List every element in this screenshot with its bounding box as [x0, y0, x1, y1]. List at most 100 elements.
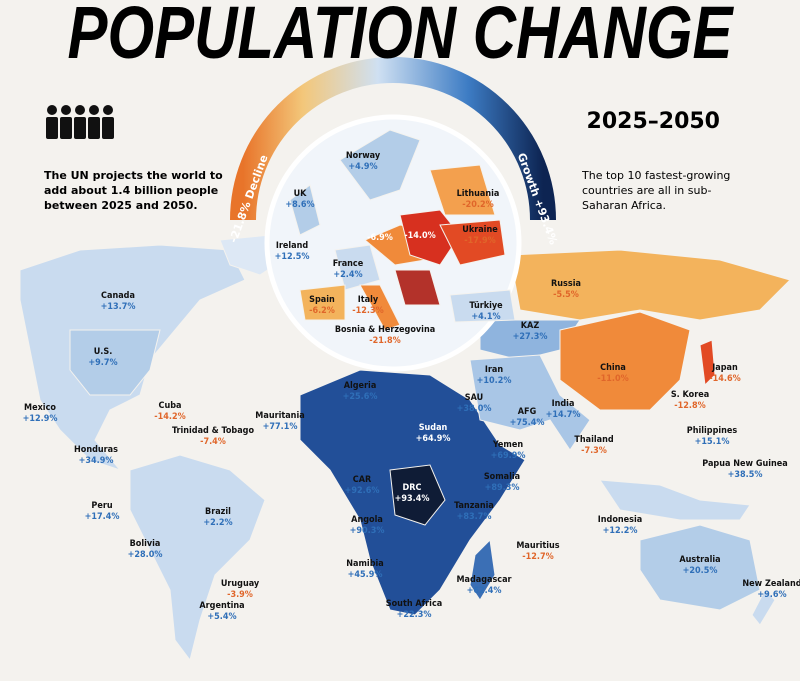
country-name: Peru — [91, 501, 112, 511]
country-name: Thailand — [574, 435, 614, 445]
country-change: +28.0% — [128, 550, 163, 560]
country-change: +2.4% — [333, 270, 362, 280]
country-change: +2.2% — [203, 518, 232, 528]
country-name: India — [552, 399, 575, 409]
country-change: +77.1% — [263, 422, 298, 432]
country-change: +4.1% — [471, 312, 500, 322]
country-change: +90.3% — [350, 526, 385, 536]
country-change: +12.2% — [603, 526, 638, 536]
country-change: +69.9% — [491, 451, 526, 461]
country-change: +62.4% — [467, 586, 502, 596]
country-change: -3.9% — [227, 590, 253, 600]
country-name: UK — [294, 189, 308, 199]
country-labels: Norway+4.9%UK+8.6%Ireland+12.5%France+2.… — [23, 151, 800, 622]
country-change: +83.7% — [457, 512, 492, 522]
country-name: SAU — [465, 393, 483, 403]
country-name: South Africa — [386, 599, 442, 609]
country-name: DRC — [403, 483, 422, 493]
country-name: Papua New Guinea — [702, 459, 787, 469]
country-name: AFG — [518, 407, 537, 417]
country-change: +93.4% — [395, 494, 430, 504]
country-change: +89.3% — [485, 483, 520, 493]
country-name: Iran — [485, 365, 503, 375]
country-name: Trinidad & Tobago — [172, 426, 255, 436]
country-name: Russia — [551, 279, 581, 289]
country-name: U.S. — [94, 347, 113, 357]
country-name: New Zealand — [742, 579, 800, 589]
country-change: +15.1% — [695, 437, 730, 447]
country-name: Algeria — [344, 381, 377, 391]
country-name: France — [333, 259, 364, 269]
country-name: Cuba — [159, 401, 182, 411]
country-change: -7.3% — [581, 446, 607, 456]
country-change: -6.9% — [367, 233, 393, 243]
country-change: +75.4% — [510, 418, 545, 428]
country-change: +34.9% — [79, 456, 114, 466]
country-name: Lithuania — [457, 189, 500, 199]
europe-inset — [230, 57, 556, 372]
country-name: Japan — [711, 363, 738, 373]
country-name: Bosnia & Herzegovina — [335, 325, 435, 335]
country-name: Argentina — [199, 601, 244, 611]
country-name: Canada — [101, 291, 135, 301]
country-change: +38.5% — [728, 470, 763, 480]
country-change: +20.5% — [683, 566, 718, 576]
country-name: CAR — [353, 475, 372, 485]
country-name: Yemen — [492, 440, 523, 450]
country-change: +5.4% — [207, 612, 236, 622]
country-name: Brazil — [205, 507, 231, 517]
country-name: Türkiye — [469, 301, 503, 311]
country-name: Honduras — [74, 445, 118, 455]
scale-ring — [230, 57, 556, 221]
country-name: China — [600, 363, 626, 373]
country-name: Somalia — [484, 472, 520, 482]
country-change: +64.9% — [416, 434, 451, 444]
country-change: +14.7% — [546, 410, 581, 420]
country-change: -21.8% — [369, 336, 400, 346]
country-name: Mauritius — [516, 541, 559, 551]
country-change: +8.6% — [285, 200, 314, 210]
country-change: +10.2% — [477, 376, 512, 386]
left-note: The UN projects the world to add about 1… — [44, 169, 223, 212]
years: 2025–2050 — [587, 109, 720, 134]
country-change: -11.0% — [597, 374, 628, 384]
country-name: Mexico — [24, 403, 56, 413]
land — [19, 234, 791, 662]
country-change: -17.9% — [464, 236, 495, 246]
country-change: +4.9% — [348, 162, 377, 172]
country-name: Sudan — [419, 423, 448, 433]
country-name: Tanzania — [454, 501, 494, 511]
country-change: +22.3% — [397, 610, 432, 620]
country-name: Ireland — [276, 241, 308, 251]
country-change: -5.5% — [553, 290, 579, 300]
country-change: -20.2% — [462, 200, 493, 210]
country-name: Italy — [358, 295, 379, 305]
country-change: +9.6% — [757, 590, 786, 600]
country-name: Philippines — [687, 426, 738, 436]
country-name: Ukraine — [462, 225, 498, 235]
left-note-box: The UN projects the world to add about 1… — [44, 169, 223, 212]
country-name: S. Korea — [671, 390, 709, 400]
country-change: +27.3% — [513, 332, 548, 342]
country-change: +17.4% — [85, 512, 120, 522]
right-note: The top 10 fastest-growing countries are… — [582, 169, 731, 212]
country-change: -7.4% — [200, 437, 226, 447]
country-name: Bolivia — [130, 539, 161, 549]
country-change: -12.3% — [352, 306, 383, 316]
country-change: +13.7% — [101, 302, 136, 312]
country-change: +12.5% — [275, 252, 310, 262]
country-change: +9.7% — [88, 358, 117, 368]
country-change: -12.8% — [674, 401, 705, 411]
country-name: Mauritania — [255, 411, 304, 421]
country-name: Spain — [309, 295, 335, 305]
country-name: Australia — [679, 555, 720, 565]
country-change: +38.0% — [457, 404, 492, 414]
country-change: +25.6% — [343, 392, 378, 402]
country-change: -14.0% — [404, 231, 435, 241]
country-change: -14.6% — [709, 374, 740, 384]
country-change: +92.6% — [345, 486, 380, 496]
country-change: -12.7% — [522, 552, 553, 562]
country-change: -14.2% — [154, 412, 185, 422]
country-name: Indonesia — [598, 515, 642, 525]
